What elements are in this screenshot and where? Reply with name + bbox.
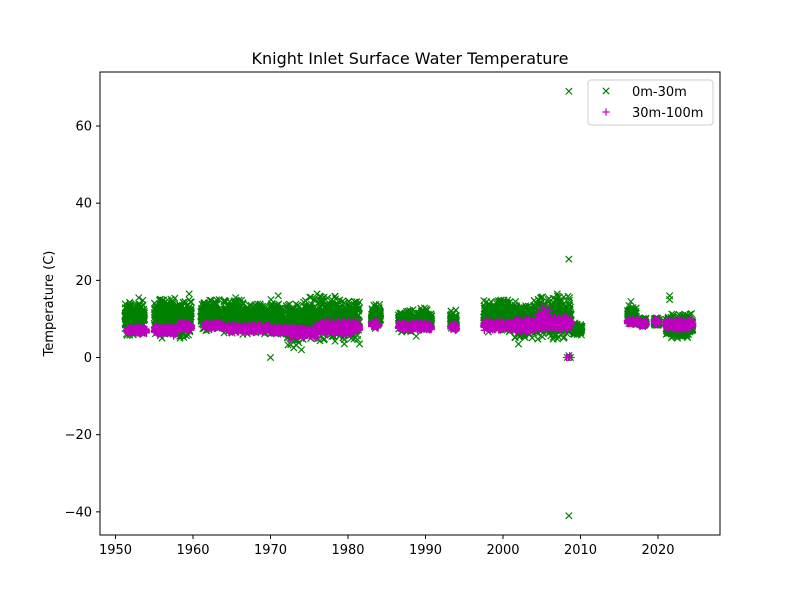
- plot-marks: [121, 87, 697, 520]
